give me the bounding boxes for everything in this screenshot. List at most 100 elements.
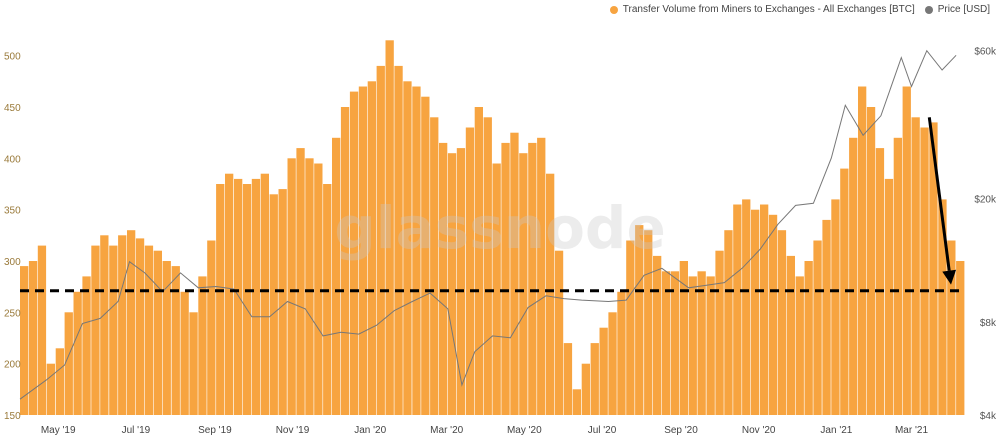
volume-bar [456,148,466,415]
volume-bar [644,230,653,415]
volume-bar [305,158,314,416]
volume-bar [813,240,822,415]
volume-bar [786,255,795,415]
volume-bar [697,271,706,415]
volume-bar [260,173,269,415]
volume-bar [563,343,573,415]
volume-bar [626,240,635,415]
volume-bar [546,173,555,415]
legend-item-price[interactable]: Price [USD] [924,4,990,15]
volume-bar [430,117,439,416]
x-axis: May '19 Jul '19 Sep '19 Nov '19 Jan '20 Mar '… [41,425,929,436]
volume-bar [938,199,947,415]
volume-bar [37,245,47,415]
y-tick-label: 200 [4,360,21,371]
volume-bar [189,312,198,415]
volume-bar [180,291,189,415]
x-tick-label: Jan '20 [354,425,386,436]
volume-bar [296,148,305,415]
volume-bar [679,261,688,415]
volume-bar [956,261,965,415]
volume-bar [822,219,831,415]
volume-bar [572,389,581,415]
volume-bar [947,240,956,415]
legend-label-price: Price [USD] [937,4,990,15]
y-tick-label: 450 [4,103,21,114]
volume-bar [447,153,457,415]
volume-bar [760,204,769,415]
volume-bar [349,91,359,415]
volume-bar [376,65,385,416]
volume-bar [340,107,350,415]
legend-dot-volume [609,5,618,14]
volume-bar [777,230,787,415]
trend-arrow [927,117,951,271]
volume-bar [893,137,902,416]
volume-bar [198,276,207,415]
volume-bar [537,137,546,416]
y-axis-left: 150 200 250 300 350 400 450 500 [4,52,21,422]
x-tick-label: Mar '21 [895,425,928,436]
volume-bar [849,137,858,416]
volume-bar [670,271,680,415]
volume-bar [144,245,154,415]
volume-bar [715,250,724,415]
volume-bar [118,235,127,415]
volume-bar [127,230,136,415]
watermark: glassnode [334,194,666,262]
trend-arrowhead [942,269,957,285]
chart-legend: Transfer Volume from Miners to Exchanges… [600,4,990,15]
y-tick-label: 400 [4,154,21,165]
volume-bar [367,81,376,416]
volume-bar [554,250,564,415]
volume-bar [501,142,510,415]
volume-bar [64,312,73,415]
volume-bar [866,107,876,415]
legend-item-volume[interactable]: Transfer Volume from Miners to Exchanges… [609,4,915,15]
volume-bar [510,132,519,415]
legend-dot-price [924,5,933,14]
volume-bar [474,107,483,415]
volume-bar [768,214,778,415]
volume-bar [831,199,840,415]
volume-bar [269,194,278,415]
volume-bar [278,189,287,415]
volume-bar [153,250,162,415]
volume-bar [46,363,55,415]
volume-bar [216,184,225,415]
y-axis-right: $4k $8k $20k $60k [974,47,997,422]
volume-bar [465,127,475,415]
volume-bar [840,168,849,415]
volume-bar [287,158,296,416]
volume-bar [242,184,252,415]
bar-series [20,40,965,416]
volume-bar [234,178,243,415]
volume-bar [724,230,733,415]
volume-bar [314,163,323,415]
x-tick-label: May '19 [41,425,76,436]
volume-bar [483,117,492,416]
volume-bar [251,178,261,415]
legend-label-volume: Transfer Volume from Miners to Exchanges… [622,4,915,15]
volume-bar [394,65,403,416]
volume-bar [421,96,430,415]
volume-bar [858,86,867,415]
volume-bar [920,127,929,415]
volume-bar [225,173,234,415]
y2-tick-label: $8k [980,318,997,329]
volume-bar [492,163,501,415]
volume-bar [207,240,216,415]
volume-bar [804,261,813,415]
volume-bar [332,137,341,416]
volume-bar [902,86,911,415]
volume-bar [100,235,109,415]
volume-bar [528,142,537,415]
volume-bar [884,178,894,415]
volume-bar [20,266,29,415]
price-line [19,49,957,400]
volume-bar [742,199,751,415]
y2-tick-label: $20k [974,195,997,206]
volume-bar [109,245,118,415]
x-tick-label: Jul '19 [122,425,151,436]
